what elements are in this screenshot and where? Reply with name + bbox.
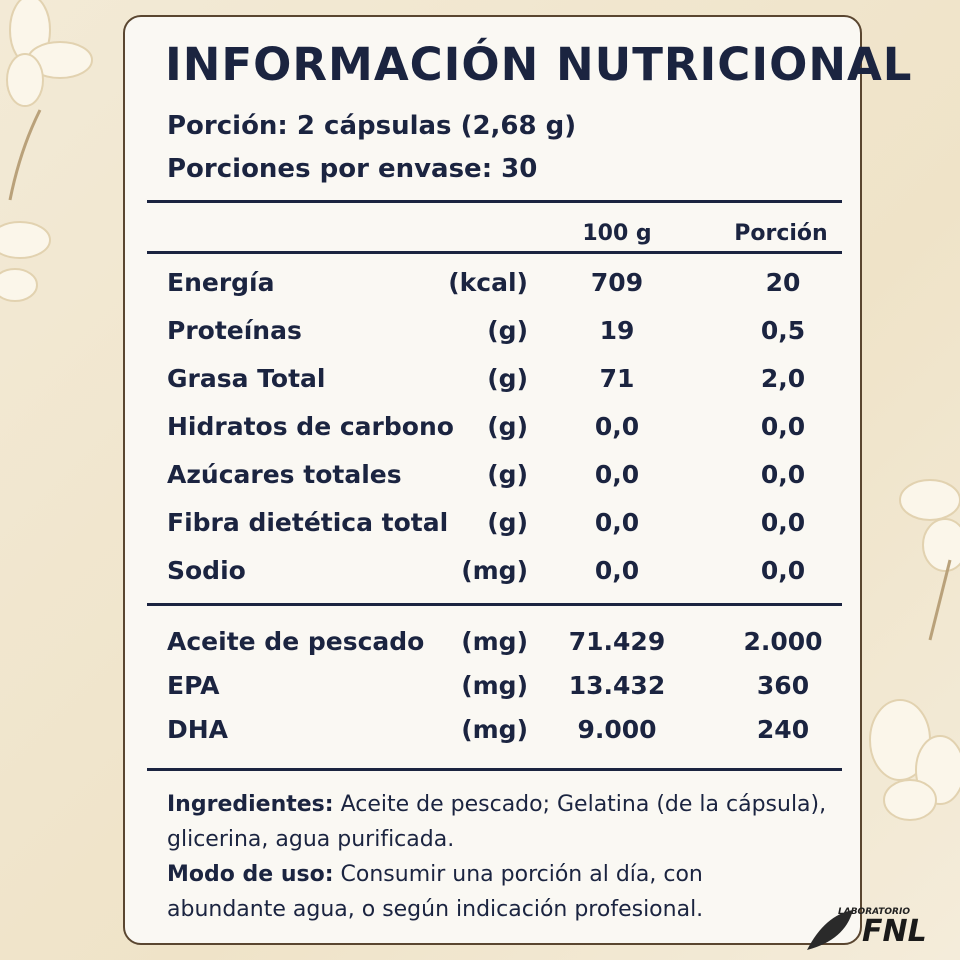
logo-top: LABORATORIO [838,907,910,917]
divider [147,603,842,606]
ingredients: Ingredientes: Aceite de pescado; Gelatin… [167,787,827,857]
usage-text: Consumir una porción al día, con abundan… [167,862,704,922]
nutrient-name: EPA [167,671,220,700]
value-portion: 0,0 [760,508,806,537]
value-100g: 19 [599,316,635,345]
nutrient-unit: (mg) [461,556,528,585]
logo-leaf [807,910,853,950]
serving-size: Porción: 2 cápsulas (2,68 g) [167,111,577,141]
label-card [123,15,862,945]
nutrient-name: Hidratos de carbono [167,412,454,441]
nutrient-unit: (mg) [461,627,528,656]
value-100g: 0,0 [594,412,640,441]
value-portion: 2.000 [743,627,823,656]
nutrient-unit: (g) [487,460,528,489]
nutrient-name: Azúcares totales [167,460,402,489]
value-portion: 0,0 [760,412,806,441]
value-100g: 9.000 [577,715,657,744]
column-header: 100 g [582,221,652,246]
nutrient-unit: (g) [487,364,528,393]
nutrient-unit: (mg) [461,671,528,700]
title: INFORMACIÓN NUTRICIONAL [165,38,913,91]
value-100g: 0,0 [594,556,640,585]
ingredients-text: Aceite de pescado; Gelatina (de la cápsu… [167,792,827,852]
divider [147,251,842,254]
nutrient-name: Sodio [167,556,246,585]
nutrient-name: Grasa Total [167,364,326,393]
value-100g: 0,0 [594,508,640,537]
nutrient-unit: (g) [487,316,528,345]
value-portion: 0,0 [760,460,806,489]
nutrient-unit: (mg) [461,715,528,744]
nutrient-name: DHA [167,715,229,744]
nutrient-unit: (g) [487,412,528,441]
value-portion: 20 [765,268,801,297]
value-portion: 2,0 [760,364,806,393]
value-100g: 71 [599,364,635,393]
usage: Modo de uso: Consumir una porción al día… [167,857,827,927]
divider [147,768,842,771]
nutrient-unit: (kcal) [448,268,528,297]
nutrient-name: Proteínas [167,316,302,345]
value-portion: 0,0 [760,556,806,585]
nutrient-name: Energía [167,268,275,297]
servings-per-container: Porciones por envase: 30 [167,154,538,184]
nutrient-unit: (g) [487,508,528,537]
nutrient-name: Aceite de pescado [167,627,425,656]
value-100g: 709 [590,268,644,297]
value-100g: 71.429 [568,627,666,656]
nutrient-name: Fibra dietética total [167,508,449,537]
divider [147,200,842,203]
value-100g: 0,0 [594,460,640,489]
usage-label: Modo de uso: [167,862,334,887]
column-header: Porción [734,221,828,246]
value-portion: 240 [756,715,810,744]
logo-brand: FNL [862,914,927,949]
value-portion: 0,5 [760,316,806,345]
ingredients-label: Ingredientes: [167,792,334,817]
value-100g: 13.432 [568,671,666,700]
value-portion: 360 [756,671,810,700]
